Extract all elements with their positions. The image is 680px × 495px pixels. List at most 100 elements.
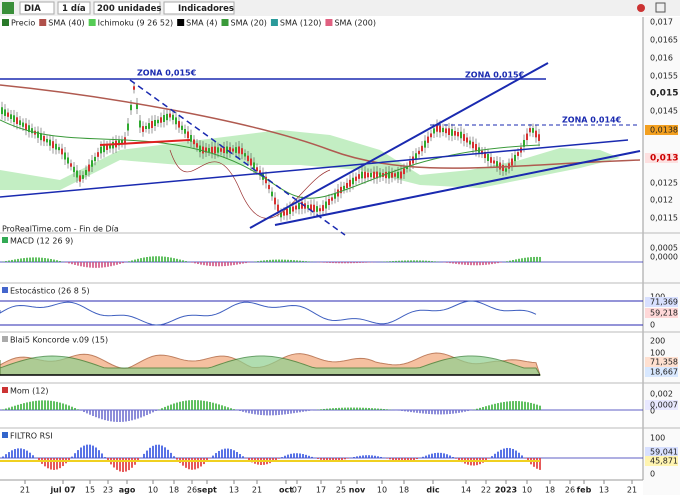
histogram-bar bbox=[35, 400, 37, 410]
histogram-bar bbox=[278, 259, 280, 262]
histogram-bar bbox=[101, 410, 103, 420]
histogram-bar bbox=[116, 410, 118, 422]
histogram-bar bbox=[347, 458, 349, 459]
candle bbox=[172, 114, 174, 120]
histogram-bar bbox=[506, 401, 508, 410]
histogram-bar bbox=[32, 257, 34, 262]
histogram-bar bbox=[371, 455, 373, 458]
histogram-bar bbox=[59, 402, 61, 410]
histogram-bar bbox=[53, 259, 55, 262]
histogram-bar bbox=[29, 401, 31, 410]
histogram-bar bbox=[176, 458, 178, 460]
x-axis-label: 21 bbox=[627, 486, 637, 495]
histogram-bar bbox=[74, 407, 76, 410]
histogram-bar bbox=[26, 450, 28, 458]
histogram-bar bbox=[302, 454, 304, 458]
histogram-bar bbox=[254, 410, 256, 415]
candle bbox=[184, 128, 186, 134]
histogram-bar bbox=[500, 262, 502, 263]
candle bbox=[100, 146, 102, 154]
candle bbox=[286, 208, 288, 216]
histogram-bar bbox=[158, 444, 160, 458]
legend-label: Precio bbox=[11, 19, 35, 28]
candle bbox=[280, 212, 282, 218]
candle bbox=[154, 119, 156, 127]
window-button[interactable] bbox=[655, 2, 666, 13]
candle bbox=[217, 147, 219, 153]
histogram-bar bbox=[107, 262, 109, 267]
histogram-bar bbox=[248, 410, 250, 414]
histogram-bar bbox=[71, 406, 73, 410]
candle bbox=[130, 104, 132, 111]
candle bbox=[196, 143, 198, 148]
indicator-axis-label: 0,0005 bbox=[650, 244, 678, 253]
x-axis-label: ago bbox=[119, 486, 136, 495]
value-box bbox=[645, 367, 678, 377]
histogram-bar bbox=[77, 409, 79, 410]
candle bbox=[58, 147, 60, 151]
period[interactable]: 1 día bbox=[62, 4, 86, 14]
histogram-bar bbox=[32, 455, 34, 458]
panel-title-icon bbox=[2, 237, 8, 243]
histogram-bar bbox=[419, 260, 421, 262]
candle bbox=[295, 205, 297, 210]
candle bbox=[424, 140, 426, 148]
histogram-bar bbox=[452, 457, 454, 458]
histogram-bar bbox=[539, 458, 541, 470]
histogram-bar bbox=[515, 259, 517, 262]
histogram-bar bbox=[191, 262, 193, 263]
candle bbox=[121, 139, 123, 144]
candle bbox=[418, 150, 420, 155]
candle bbox=[22, 122, 24, 127]
histogram-bar bbox=[317, 458, 319, 459]
histogram-bar bbox=[479, 262, 481, 266]
candle bbox=[109, 144, 111, 149]
indicators-dropdown[interactable] bbox=[163, 1, 235, 15]
symbol-dropdown[interactable] bbox=[19, 1, 55, 15]
histogram-bar bbox=[497, 403, 499, 410]
alert-icon[interactable] bbox=[637, 4, 645, 12]
histogram-bar bbox=[281, 259, 283, 262]
histogram-bar bbox=[320, 409, 322, 410]
price-axis-label: 0,0115 bbox=[650, 214, 678, 223]
candle bbox=[85, 169, 87, 176]
histogram-bar bbox=[89, 410, 91, 415]
histogram-bar bbox=[8, 407, 10, 410]
trend-line-dashed bbox=[129, 79, 346, 236]
histogram-bar bbox=[491, 404, 493, 410]
candle bbox=[439, 125, 441, 133]
histogram-bar bbox=[131, 458, 133, 468]
units-dropdown[interactable] bbox=[93, 1, 161, 15]
histogram-bar bbox=[422, 260, 424, 262]
histogram-bar bbox=[230, 262, 232, 266]
histogram-bar bbox=[290, 410, 292, 414]
histogram-bar bbox=[299, 410, 301, 413]
histogram-bar bbox=[134, 259, 136, 262]
indicators[interactable]: Indicadores bbox=[178, 4, 234, 14]
histogram-bar bbox=[347, 407, 349, 410]
histogram-bar bbox=[422, 410, 424, 414]
histogram-bar bbox=[197, 458, 199, 469]
histogram-bar bbox=[320, 458, 322, 460]
histogram-bar bbox=[326, 458, 328, 461]
histogram-bar bbox=[500, 449, 502, 458]
indicator-axis-label: 59,218 bbox=[650, 309, 678, 318]
candle bbox=[316, 206, 318, 212]
histogram-bar bbox=[332, 262, 334, 264]
histogram-bar bbox=[107, 410, 109, 421]
histogram-bar bbox=[464, 262, 466, 265]
app-icon[interactable] bbox=[2, 2, 14, 14]
units[interactable]: 200 unidades bbox=[97, 4, 161, 14]
candle bbox=[298, 202, 300, 210]
histogram-bar bbox=[263, 410, 265, 416]
candle bbox=[61, 148, 63, 155]
indicator-axis-label: 59,041 bbox=[650, 448, 678, 457]
histogram-bar bbox=[83, 262, 85, 267]
histogram-bar bbox=[14, 449, 16, 458]
histogram-bar bbox=[386, 458, 388, 459]
histogram-bar bbox=[509, 448, 511, 458]
candle bbox=[220, 148, 222, 152]
period-dropdown[interactable] bbox=[57, 1, 91, 15]
histogram-bar bbox=[224, 448, 226, 458]
symbol[interactable]: DIA bbox=[24, 4, 41, 14]
